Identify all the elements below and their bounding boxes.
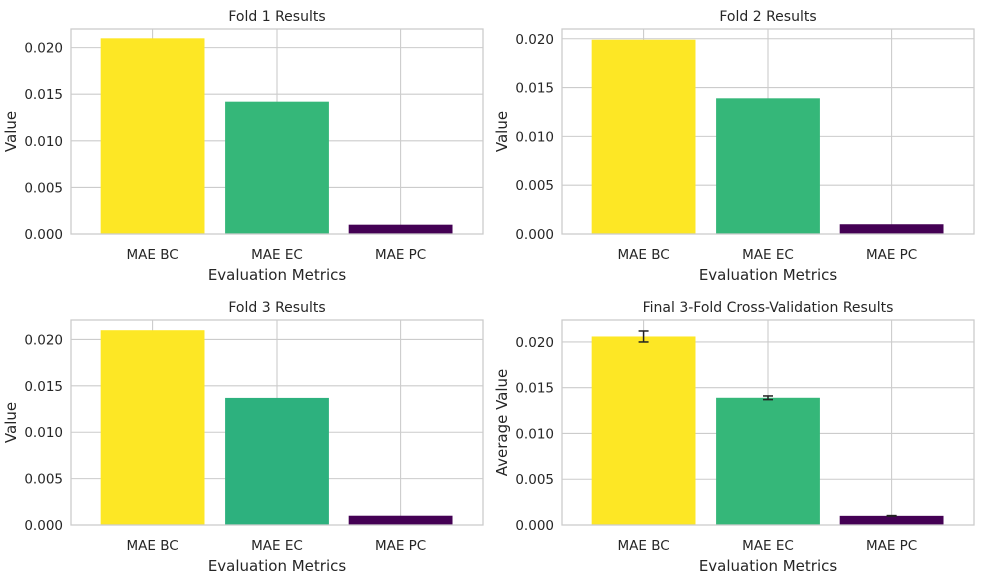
x-tick-label: MAE BC — [617, 538, 669, 554]
y-tick-label: 0.010 — [515, 426, 554, 442]
y-tick-label: 0.000 — [24, 518, 63, 534]
y-tick-label: 0.005 — [24, 180, 63, 196]
axes-frame — [70, 319, 484, 526]
bar-mae-ec — [225, 397, 329, 525]
bar-mae-ec — [716, 98, 820, 234]
chart-panel-3: 0.000 0.005 0.010 0.015 0.020 MAE BC MAE EC MAE… — [2, 300, 484, 575]
x-tick-label: MAE PC — [866, 247, 917, 263]
bar-mae-bc — [100, 38, 205, 235]
bar-mae-bc — [100, 330, 205, 525]
chart-panel-2: 0.000 0.005 0.010 0.015 0.020 MAE BC MAE EC MAE… — [493, 9, 975, 284]
y-tick-label: 0.015 — [515, 81, 554, 97]
x-tick-label: MAE EC — [742, 538, 794, 554]
y-tick-label: 0.005 — [24, 472, 63, 488]
x-axis-label: Evaluation Metrics — [699, 266, 838, 284]
y-tick-label: 0.015 — [515, 381, 554, 397]
bar-mae-pc — [348, 224, 453, 234]
chart-title: Fold 2 Results — [719, 9, 816, 25]
chart-panel-1: 0.000 0.005 0.010 0.015 0.020 MAE BC MAE EC MAE… — [2, 9, 484, 284]
x-axis-label: Evaluation Metrics — [208, 266, 347, 284]
error-bar — [638, 330, 649, 343]
chart-title: Fold 1 Results — [228, 9, 325, 25]
axes-frame — [561, 319, 975, 526]
x-tick-label: MAE PC — [375, 538, 426, 554]
y-tick-label: 0.020 — [515, 335, 554, 351]
x-axis-label: Evaluation Metrics — [208, 557, 347, 575]
bar-mae-bc — [591, 336, 696, 525]
y-tick-label: 0.020 — [24, 332, 63, 348]
y-axis-label: Value — [2, 402, 20, 443]
axes-frame — [70, 28, 484, 235]
y-tick-label: 0.015 — [24, 379, 63, 395]
x-tick-label: MAE BC — [617, 247, 669, 263]
x-tick-label: MAE EC — [251, 247, 303, 263]
y-tick-label: 0.005 — [515, 178, 554, 194]
y-tick-label: 0.020 — [24, 41, 63, 57]
bar-mae-ec — [225, 101, 329, 234]
y-tick-label: 0.010 — [24, 134, 63, 150]
bar-mae-pc — [839, 515, 944, 525]
y-tick-label: 0.005 — [515, 472, 554, 488]
y-tick-label: 0.010 — [515, 129, 554, 145]
chart-panel-4: 0.000 0.005 0.010 0.015 0.020 MAE BC MAE EC MAE… — [493, 300, 975, 575]
y-tick-label: 0.000 — [515, 227, 554, 243]
x-tick-label: MAE PC — [866, 538, 917, 554]
y-tick-label: 0.000 — [24, 227, 63, 243]
y-axis-label: Average Value — [493, 369, 511, 477]
bar-mae-bc — [591, 39, 696, 234]
chart-title: Final 3-Fold Cross-Validation Results — [643, 300, 894, 316]
x-tick-label: MAE EC — [251, 538, 303, 554]
x-tick-label: MAE BC — [126, 247, 178, 263]
axes-frame — [561, 28, 975, 235]
y-tick-label: 0.010 — [24, 425, 63, 441]
y-axis-label: Value — [2, 111, 20, 152]
y-tick-label: 0.000 — [515, 518, 554, 534]
x-tick-label: MAE PC — [375, 247, 426, 263]
error-bar — [763, 395, 773, 401]
bar-mae-pc — [839, 224, 944, 234]
y-tick-label: 0.015 — [24, 87, 63, 103]
y-axis-label: Value — [493, 111, 511, 152]
error-bar — [886, 514, 897, 517]
x-axis-label: Evaluation Metrics — [699, 557, 838, 575]
x-tick-label: MAE EC — [742, 247, 794, 263]
x-tick-label: MAE BC — [126, 538, 178, 554]
chart-title: Fold 3 Results — [228, 300, 325, 316]
bar-mae-ec — [716, 397, 820, 525]
bar-mae-pc — [348, 515, 453, 525]
y-tick-label: 0.020 — [515, 32, 554, 48]
